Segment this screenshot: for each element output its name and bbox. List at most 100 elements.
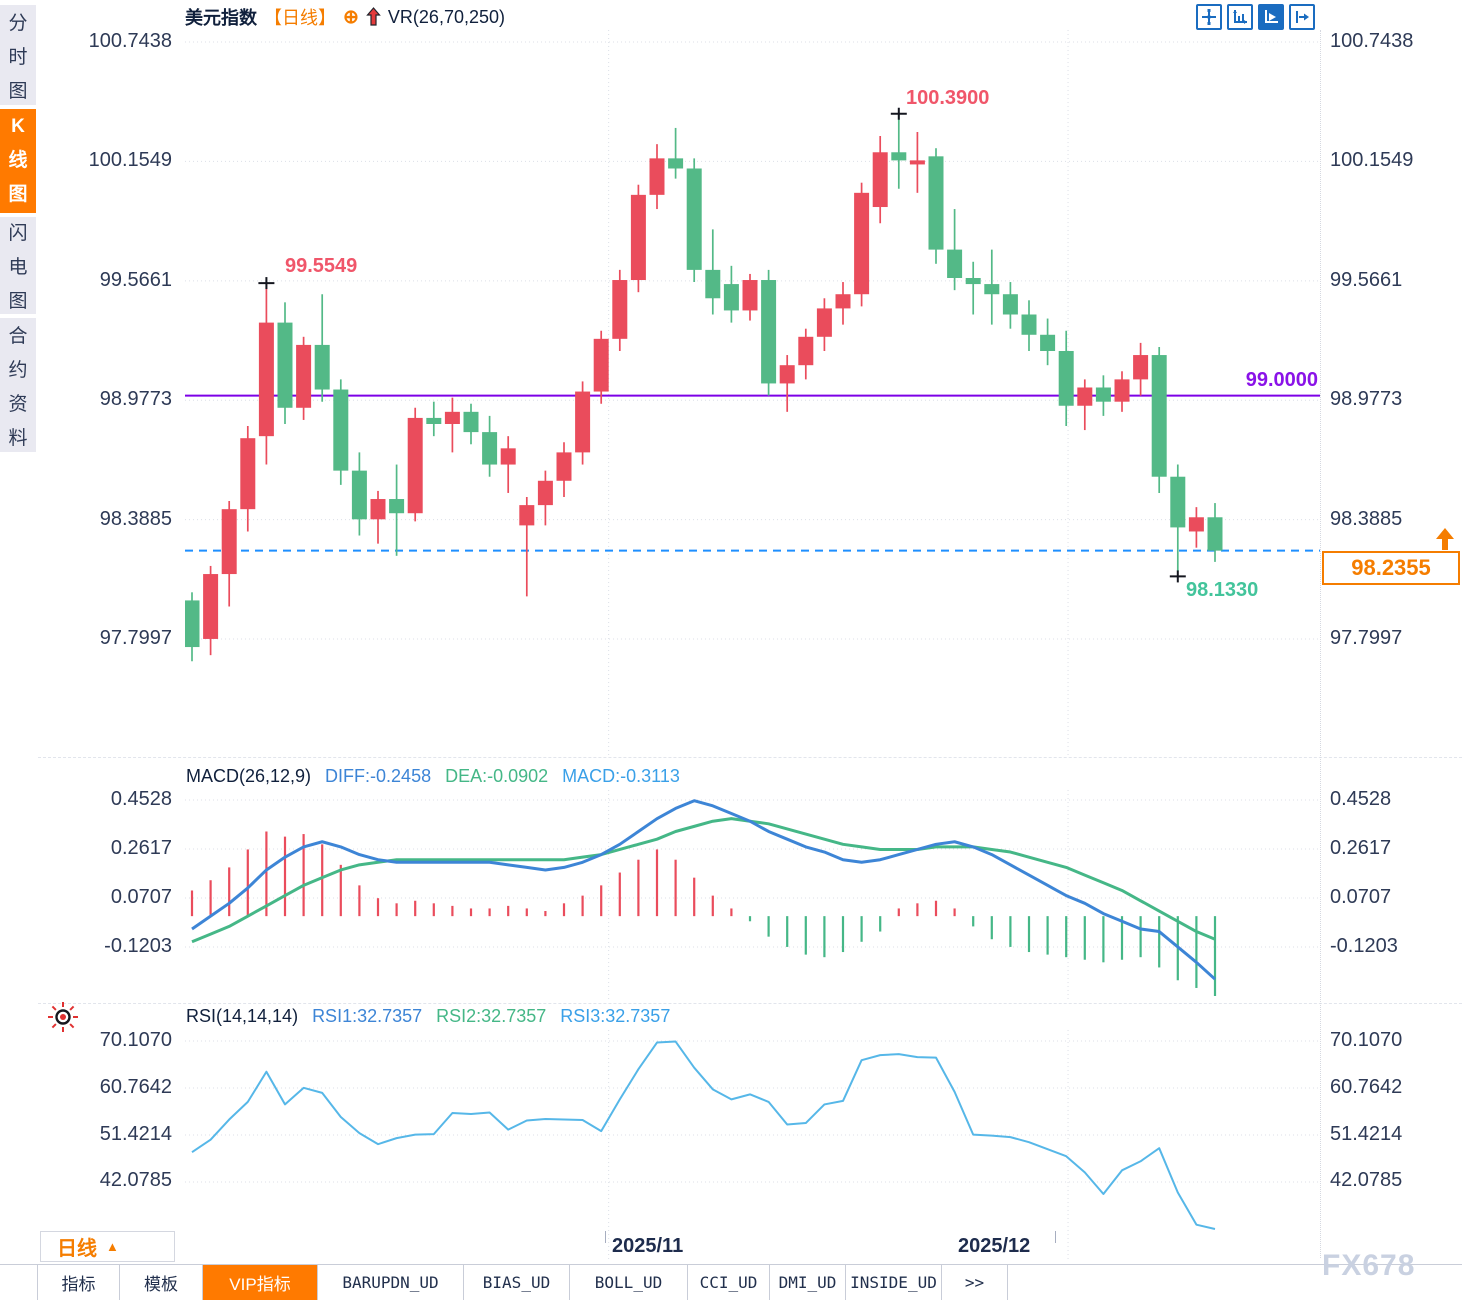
rsi-tick-label: 70.1070 (99, 1029, 172, 1051)
price-tick-label: 98.3885 (1330, 508, 1403, 530)
indicator-tab-8[interactable]: DMI_UD (770, 1265, 846, 1300)
rsi-tick-label: 60.7642 (99, 1076, 172, 1098)
price-tick-label: 99.5661 (1330, 269, 1403, 291)
rsi-tick-label: 51.4214 (99, 1123, 172, 1145)
time-tick-label: 2025/11 (612, 1235, 684, 1257)
macd-canvas[interactable] (185, 790, 1320, 1002)
indicator-tab-6[interactable]: BOLL_UD (570, 1265, 688, 1300)
rsi-canvas[interactable] (185, 1030, 1320, 1259)
time-tick-mark (1055, 1231, 1056, 1243)
goto-latest-icon[interactable] (1289, 4, 1315, 30)
pan-mode-icon[interactable] (1196, 4, 1222, 30)
indicator-tab-5[interactable]: BIAS_UD (464, 1265, 570, 1300)
macd-tick-label: 0.4528 (110, 788, 172, 810)
price-axis-right: 100.7438 100.1549 99.5661 98.9773 98.3885 97.… (1328, 0, 1462, 1300)
triangle-up-icon: ▲ (106, 1239, 119, 1254)
scale-both-axes-icon[interactable] (1227, 4, 1253, 30)
price-tick-label: 98.9773 (1330, 388, 1403, 410)
sidebar-tab-char: 约 (8, 359, 28, 381)
indicator-tab-4[interactable]: BARUPDN_UD (318, 1265, 464, 1300)
rsi-tick-label: 70.1070 (1330, 1029, 1403, 1051)
indicator-tab-9[interactable]: INSIDE_UD (846, 1265, 942, 1300)
sidebar-tab-char: 电 (8, 257, 28, 278)
auto-scale-icon[interactable] (1258, 4, 1284, 30)
symbol-title: 美元指数 (185, 8, 257, 28)
brand-watermark: FX678 (1322, 1249, 1416, 1282)
macd-tick-label: 0.0707 (110, 886, 172, 908)
rsi2-value: RSI2:32.7357 (436, 1006, 547, 1026)
sidebar-tab-1[interactable]: 分时图 (0, 5, 36, 105)
sidebar-tab-char: 线 (8, 150, 28, 171)
price-tick-label: 100.7438 (1330, 30, 1414, 52)
macd-tick-label: 0.0707 (1330, 886, 1392, 908)
price-tick-label: 98.3885 (99, 508, 172, 530)
sidebar-tab-char: 时 (8, 46, 28, 68)
more-tabs-button[interactable]: >> (942, 1265, 1008, 1300)
rsi-tick-label: 42.0785 (1330, 1169, 1403, 1191)
sidebar-tab-char: 合 (8, 325, 28, 347)
crosshair-plus-icon[interactable]: ⊕ (343, 6, 359, 28)
macd-tick-label: -0.1203 (1330, 935, 1398, 957)
sidebar-tab-char: K (11, 116, 25, 137)
rsi3-value: RSI3:32.7357 (560, 1006, 671, 1026)
macd-header: MACD(26,12,9) DIFF:-0.2458 DEA:-0.0902 M… (186, 766, 680, 788)
swing-high-label-2: 100.3900 (906, 87, 990, 109)
indicator-tab-7[interactable]: CCI_UD (688, 1265, 770, 1300)
price-marker-arrow-icon (1436, 528, 1454, 550)
main-candlestick-canvas[interactable] (185, 30, 1320, 757)
sidebar-tab-char: 料 (8, 427, 28, 449)
axis-boundary (1320, 30, 1321, 1258)
indicator-tabbar: 指标 模板 VIP指标 BARUPDN_UD BIAS_UD BOLL_UD CCI_UD D… (0, 1264, 1462, 1300)
hline-price-label: 99.0000 (1245, 369, 1318, 391)
macd-tick-label: -0.1203 (104, 935, 172, 957)
macd-tick-label: 0.2617 (1330, 837, 1392, 859)
tabbar-corner (0, 1265, 38, 1300)
price-tick-label: 100.1549 (1330, 149, 1414, 171)
macd-macd-value: MACD:-0.3113 (562, 766, 680, 786)
swing-high-label-1: 99.5549 (285, 255, 358, 277)
sidebar-tab-3[interactable]: 闪电图 (0, 217, 36, 314)
rsi-title: RSI(14,14,14) (186, 1006, 299, 1026)
overlay-indicator-label: VR(26,70,250) (387, 6, 505, 27)
sidebar-tab-char: 图 (8, 80, 28, 102)
period-selector-label: 日线 (57, 1238, 97, 1260)
price-tick-label: 97.7997 (99, 627, 172, 649)
sidebar-tab-char: 分 (8, 12, 28, 34)
rsi-tick-label: 51.4214 (1330, 1123, 1403, 1145)
chart-toolbar (1196, 4, 1315, 30)
panel-separator (38, 757, 1462, 758)
time-tick-mark (605, 1231, 606, 1243)
time-tick-label: 2025/12 (958, 1235, 1031, 1257)
sidebar-tab-4[interactable]: 合约资料 (0, 318, 36, 452)
up-arrow-icon (366, 7, 381, 26)
last-price-value: 98.2355 (1351, 555, 1431, 580)
period-tag: 【日线】 (264, 8, 336, 28)
rsi-header: RSI(14,14,14) RSI1:32.7357 RSI2:32.7357 … (186, 1006, 670, 1028)
price-tick-label: 99.5661 (99, 269, 172, 291)
rsi-tick-label: 42.0785 (99, 1169, 172, 1191)
price-tick-label: 98.9773 (99, 388, 172, 410)
indicator-tab-2[interactable]: 模板 (120, 1265, 203, 1300)
rsi-tick-label: 60.7642 (1330, 1076, 1403, 1098)
price-axis-left: 100.7438 100.1549 99.5661 98.9773 98.3885 97.… (38, 0, 176, 1300)
price-tick-label: 100.7438 (88, 30, 172, 52)
price-tick-label: 97.7997 (1330, 627, 1403, 649)
price-tick-label: 100.1549 (88, 149, 172, 171)
indicator-tab-1[interactable]: 指标 (38, 1265, 120, 1300)
sidebar-tab-char: 资 (8, 393, 28, 415)
macd-dea-value: DEA:-0.0902 (445, 766, 549, 786)
macd-diff-value: DIFF:-0.2458 (325, 766, 432, 786)
indicator-tab-3[interactable]: VIP指标 (203, 1265, 318, 1300)
hot-indicator-sun-icon (48, 1002, 78, 1032)
swing-low-label: 98.1330 (1186, 579, 1259, 601)
sidebar-tab-char: 图 (8, 184, 28, 205)
last-price-tag: 98.2355 (1322, 551, 1460, 585)
macd-tick-label: 0.4528 (1330, 788, 1392, 810)
period-selector[interactable]: 日线 ▲ (40, 1231, 175, 1262)
chart-title-row: 美元指数 【日线】 ⊕ VR(26,70,250) (185, 4, 505, 30)
macd-title: MACD(26,12,9) (186, 766, 312, 786)
macd-tick-label: 0.2617 (110, 837, 172, 859)
